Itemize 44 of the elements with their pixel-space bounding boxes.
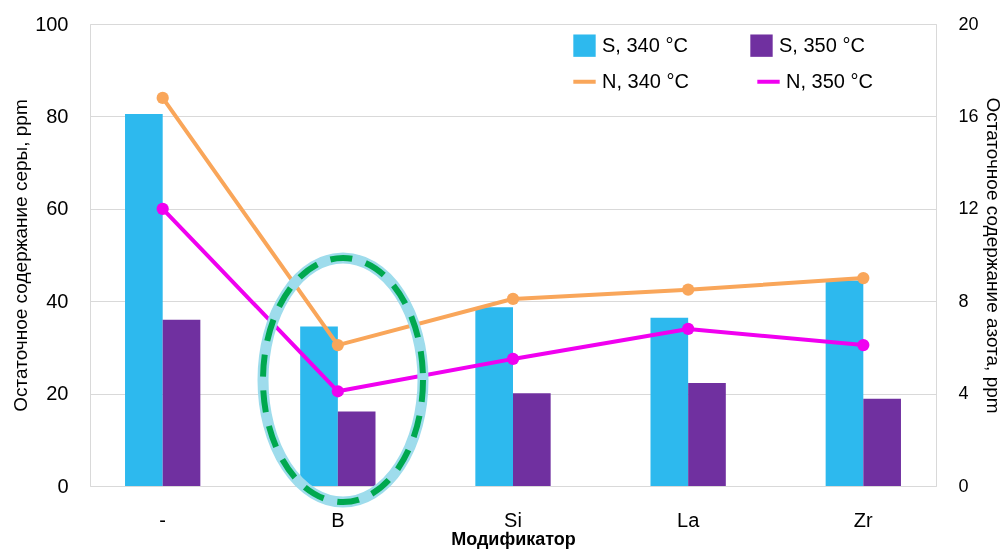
y2-tick-label: 16 (958, 105, 979, 126)
x-tick-label: Zr (853, 508, 874, 531)
point (506, 292, 520, 305)
y2-tick-label: 0 (958, 475, 969, 496)
legend-label: N, 350 °C (786, 69, 873, 92)
point (331, 385, 344, 398)
bar (337, 411, 376, 486)
point (156, 202, 169, 215)
y-tick-label: 40 (46, 289, 69, 312)
point (331, 338, 344, 352)
point (682, 322, 695, 336)
point (857, 338, 870, 352)
y2-axis-title: Остаточное содержание азота, ppm (982, 97, 1003, 414)
y-tick-label: 20 (46, 382, 69, 405)
x-tick-label: B (331, 508, 345, 531)
x-tick-label: Si (504, 508, 522, 531)
y-tick-label: 0 (57, 474, 69, 497)
y2-tick-label: 8 (958, 290, 969, 311)
legend-label: S, 340 °C (602, 33, 688, 56)
y-tick-label: 60 (46, 197, 69, 220)
legend-label: S, 350 °C (779, 33, 865, 56)
bar (863, 398, 901, 486)
point (156, 91, 169, 105)
y2-tick-label: 20 (958, 13, 979, 34)
y2-tick-label: 12 (958, 198, 979, 219)
y-tick-label: 100 (35, 12, 69, 35)
y2-tick-label: 4 (958, 383, 969, 404)
x-tick-label: La (677, 508, 701, 531)
point (857, 271, 870, 285)
point (682, 283, 695, 296)
bar (513, 393, 551, 486)
y-axis-title: Остаточное содержание серы, ppm (10, 99, 32, 412)
point (506, 352, 520, 366)
bar (650, 317, 689, 486)
bar (162, 319, 201, 486)
bar (825, 280, 864, 486)
y-tick-label: 80 (46, 104, 69, 127)
bar (125, 114, 163, 486)
bar (475, 307, 513, 486)
bar (688, 382, 726, 486)
legend-label: N, 340 °C (602, 69, 689, 92)
bar (300, 326, 338, 486)
x-tick-label: - (159, 508, 167, 531)
x-axis-title: Модификатор (451, 528, 576, 549)
